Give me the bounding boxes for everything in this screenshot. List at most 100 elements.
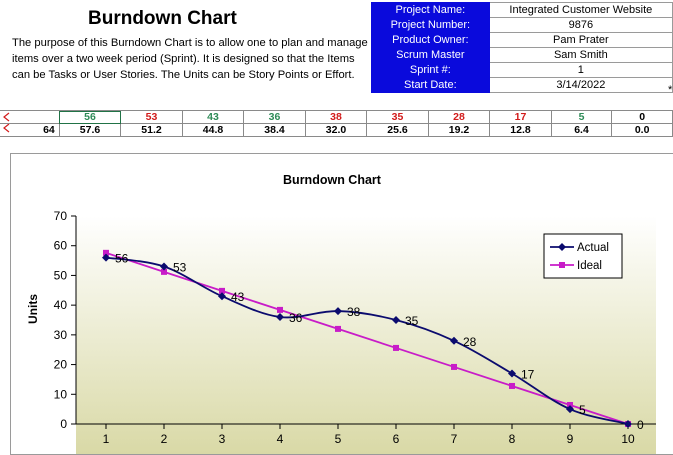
start-date-label[interactable]: Start Date: [371,77,490,93]
actual-data-label: 38 [347,305,361,319]
project-number-value[interactable]: 9876 [488,17,673,33]
project-info-row: Product Owner: Pam Prater [371,32,673,48]
actual-data-label: 5 [579,403,586,417]
actual-row: 56 53 43 36 38 35 28 17 5 0 [0,110,673,124]
actual-cell[interactable]: 35 [366,110,429,124]
ideal-cell[interactable]: 25.6 [366,123,429,137]
ideal-point [335,325,341,332]
actual-data-label: 56 [115,252,129,266]
actual-point [102,253,110,262]
ideal-cell[interactable]: 32.0 [304,123,368,137]
actual-point [450,336,458,345]
ideal-cell[interactable]: 19.2 [427,123,491,137]
project-info-row: Project Number: 9876 [371,17,673,33]
actual-point [334,307,342,316]
ideal-cell[interactable]: 6.4 [550,123,613,137]
y-tick-label: 50 [54,268,68,282]
actual-cell[interactable]: 53 [120,110,183,124]
actual-cell[interactable]: 0 [611,110,673,124]
sprint-number-value[interactable]: 1 [488,62,673,78]
ideal-point [567,401,573,408]
project-info-table: Project Name: Integrated Customer Websit… [371,2,673,93]
ideal-cell[interactable]: 57.6 [58,123,122,137]
y-tick-label: 60 [54,239,68,253]
project-info-row: Sprint #: 1 [371,62,673,78]
x-tick-label: 6 [393,432,400,446]
actual-cell[interactable]: 38 [304,110,368,124]
y-tick-label: 40 [54,298,68,312]
x-tick-label: 2 [161,432,168,446]
actual-data-label: 0 [637,418,644,432]
scrum-master-label[interactable]: Scrum Master [371,47,490,63]
ideal-cell[interactable]: 0.0 [611,123,673,137]
project-name-label[interactable]: Project Name: [371,2,490,18]
legend-actual-marker [558,243,566,251]
sheet-description: The purpose of this Burndown Chart is to… [12,37,368,81]
actual-point [508,369,516,378]
burndown-chart[interactable]: Burndown Chart Units 0 10 20 30 40 50 60 70 1 2 3 4… [10,153,673,455]
project-info-row: Start Date: 3/14/2022 [371,77,673,93]
actual-point [392,316,400,324]
product-owner-label[interactable]: Product Owner: [371,32,490,48]
actual-data-label: 17 [521,367,535,381]
actual-data-label: 35 [405,314,419,328]
actual-data-label: 36 [289,311,303,325]
burndown-data-grid: 56 53 43 36 38 35 28 17 5 0 64 57.6 51.2… [0,110,673,137]
y-tick-label: 20 [54,358,68,372]
actual-point [566,405,574,414]
actual-point [624,420,632,428]
actual-series-line [105,256,629,425]
chart-title: Burndown Chart [283,173,382,187]
actual-cell[interactable]: 5 [550,110,613,124]
project-number-label[interactable]: Project Number: [371,17,490,33]
y-tick-label: 70 [54,209,68,223]
actual-cell[interactable]: 28 [427,110,491,124]
scrum-master-value[interactable]: Sam Smith [488,47,673,63]
project-info-row: Scrum Master Sam Smith [371,47,673,63]
ideal-point [509,382,515,389]
actual-cell[interactable]: 56 [58,110,122,124]
actual-cell[interactable]: 17 [489,110,552,124]
y-tick-label: 10 [54,387,68,401]
series-layer: 56 53 43 36 38 35 28 17 5 0 [102,249,644,432]
y-axis-label: Units [26,294,40,324]
project-info-row: Project Name: Integrated Customer Websit… [371,2,673,18]
y-tick-label: 30 [54,328,68,342]
sprint-number-label[interactable]: Sprint #: [371,62,490,78]
sheet-title: Burndown Chart [88,8,237,29]
ideal-point [219,287,225,294]
ideal-point [103,249,109,256]
start-date-value[interactable]: 3/14/2022 [488,77,673,93]
actual-data-label: 43 [231,290,245,304]
ideal-row: 64 57.6 51.2 44.8 38.4 32.0 25.6 19.2 12… [0,123,673,137]
comment-marker: * [668,84,673,96]
actual-data-label: 28 [463,335,477,349]
ideal-cell[interactable]: 38.4 [243,123,306,137]
product-owner-value[interactable]: Pam Prater [488,32,673,48]
actual-lead-cell[interactable] [0,110,60,124]
actual-point [218,292,226,301]
ideal-point [393,344,399,351]
legend-ideal-label: Ideal [577,260,602,272]
x-tick-label: 3 [219,432,226,446]
x-tick-label: 8 [509,432,516,446]
ideal-cell[interactable]: 44.8 [181,123,245,137]
ideal-point [161,268,167,275]
ideal-cell[interactable]: 12.8 [489,123,552,137]
ideal-cell[interactable]: 51.2 [120,123,183,137]
legend: Actual Ideal [543,233,623,279]
actual-data-label: 53 [173,261,187,275]
actual-cell[interactable]: 43 [181,110,245,124]
legend-ideal-marker [559,262,565,268]
x-tick-label: 7 [451,432,458,446]
x-tick-label: 9 [567,432,574,446]
project-name-value[interactable]: Integrated Customer Website [488,2,673,18]
actual-point [276,313,284,322]
ideal-point [277,306,283,313]
ideal-point [451,363,457,370]
ideal-lead-cell[interactable]: 64 [0,123,60,137]
actual-cell[interactable]: 36 [243,110,306,124]
y-tick-label: 0 [60,417,67,431]
